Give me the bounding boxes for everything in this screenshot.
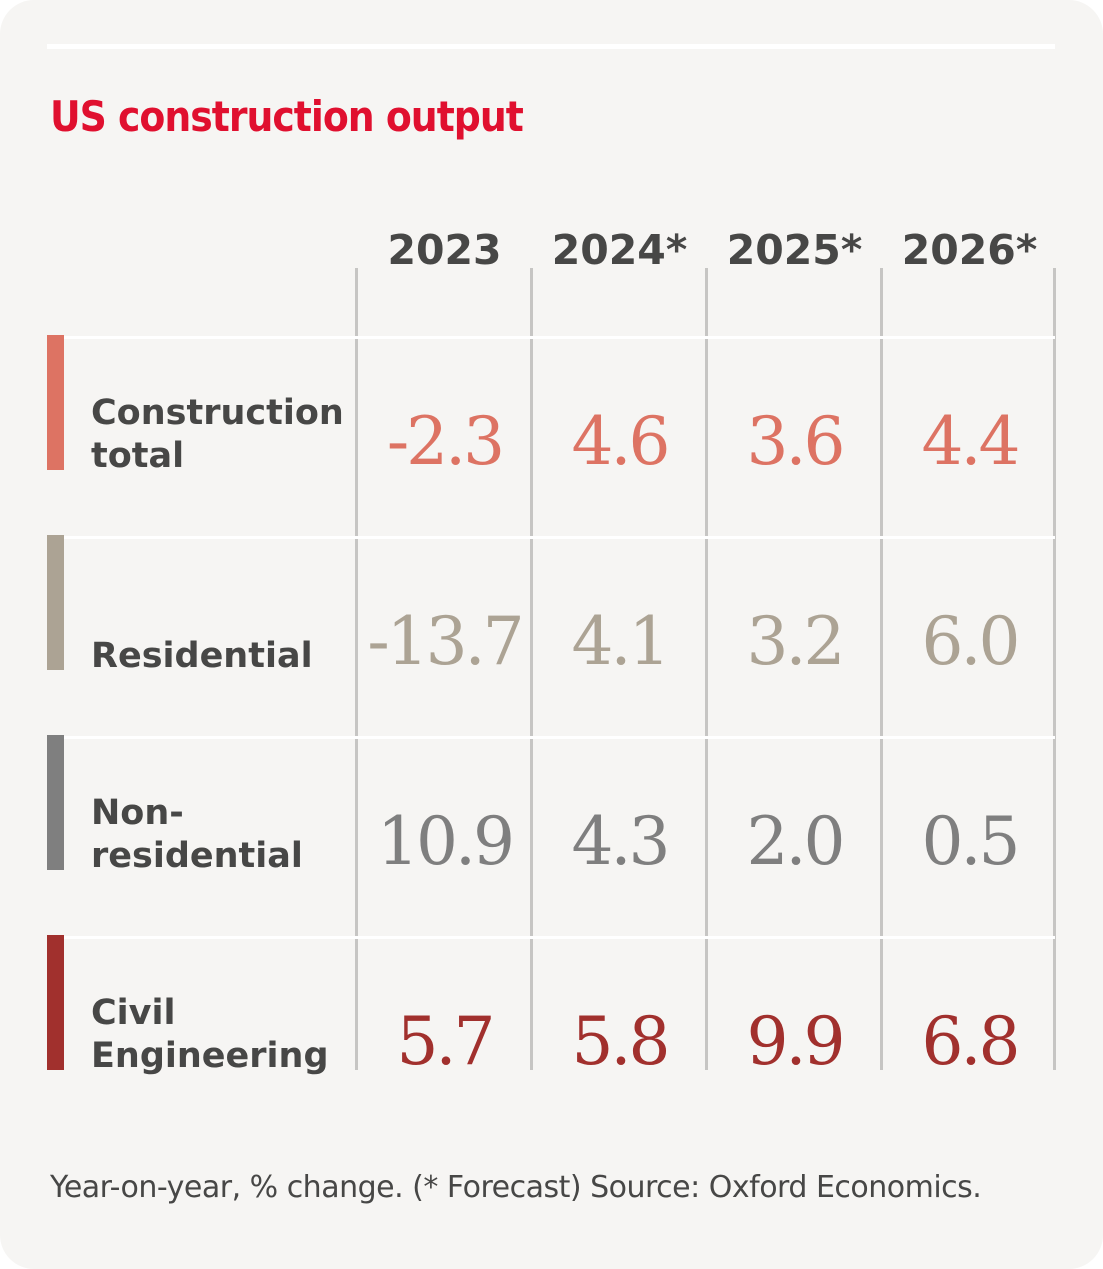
row-label-line: total (91, 436, 185, 476)
column-header: 2024* (551, 226, 688, 274)
table-cell: 3.2 (746, 603, 846, 680)
table-cell: 6.0 (921, 603, 1021, 680)
table-cell: 4.1 (571, 603, 671, 680)
table-cell: 4.4 (921, 403, 1021, 480)
row-label: Residential (91, 543, 341, 678)
row-color-bar (47, 335, 64, 470)
table-cell: 0.5 (921, 803, 1021, 880)
row-label: Construction total (91, 343, 344, 478)
row-divider (63, 736, 1055, 739)
table-cell: -13.7 (367, 603, 524, 680)
row-label-line: Civil (91, 993, 176, 1033)
row-label-line: Non- (91, 793, 184, 833)
column-header: 2023 (387, 226, 502, 274)
column-divider (705, 268, 708, 1070)
column-header: 2026* (901, 226, 1038, 274)
row-color-bar (47, 735, 64, 870)
table-cell: 9.9 (746, 1003, 846, 1080)
row-divider (63, 536, 1055, 539)
chart-title: US construction output (50, 92, 524, 141)
row-label-line: Construction (91, 393, 344, 433)
column-divider (1053, 268, 1056, 1070)
table-cell: 3.6 (746, 403, 846, 480)
table-cell: 10.9 (377, 803, 515, 880)
column-divider (355, 268, 358, 1070)
table-cell: 5.8 (571, 1003, 671, 1080)
table-cell: -2.3 (386, 403, 505, 480)
column-divider (880, 268, 883, 1070)
row-label-line: residential (91, 836, 303, 876)
table-cell: 4.3 (571, 803, 671, 880)
table-cell: 6.8 (921, 1003, 1021, 1080)
row-color-bar (47, 935, 64, 1070)
top-divider (47, 44, 1055, 49)
row-label: Non-residential (91, 743, 341, 878)
footnote: Year-on-year, % change. (* Forecast) Sou… (50, 1170, 982, 1205)
column-divider (530, 268, 533, 1070)
row-label-line: Residential (91, 636, 313, 676)
row-label-line: Engineering (91, 1036, 329, 1076)
row-divider (63, 936, 1055, 939)
row-color-bar (47, 535, 64, 670)
row-divider (63, 336, 1055, 339)
row-label: Civil Engineering (91, 943, 341, 1078)
column-header: 2025* (726, 226, 863, 274)
table-cell: 5.7 (396, 1003, 496, 1080)
table-cell: 2.0 (746, 803, 846, 880)
table-cell: 4.6 (571, 403, 671, 480)
